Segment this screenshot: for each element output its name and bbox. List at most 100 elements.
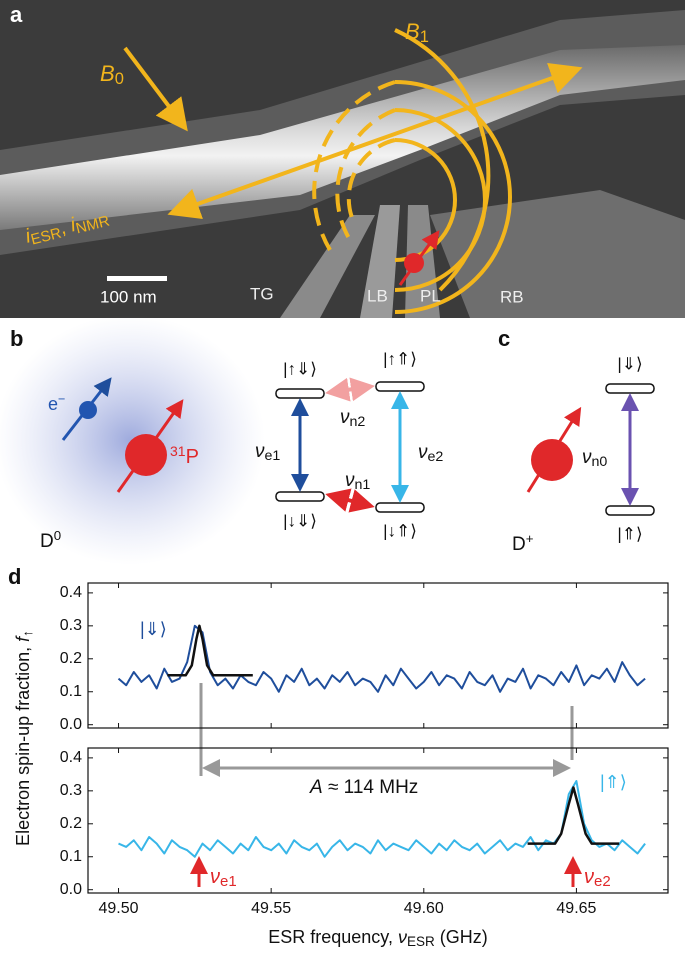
x-tick-label: 49.55 <box>251 900 291 917</box>
x-tick-label: 49.65 <box>556 900 596 917</box>
current-label-part: i <box>23 225 33 248</box>
transition-label-part: ν <box>340 407 350 428</box>
panel-label: b <box>10 326 23 351</box>
y-tick-label: 0.3 <box>60 782 82 799</box>
y-axis-label-part: f <box>13 635 33 642</box>
nucleus <box>531 439 573 481</box>
plot-frame <box>87 747 669 894</box>
y-tick-label: 0.2 <box>60 815 82 832</box>
transition-label-part: ν <box>255 441 265 462</box>
field-lines <box>123 28 583 314</box>
current-label: iESR, iNMR <box>23 206 112 250</box>
x-axis-label-part: ESR <box>407 934 435 949</box>
current-label-part: ESR <box>29 225 63 249</box>
state-label: D0 <box>40 528 61 552</box>
level-label: |⇑⟩ <box>617 524 642 543</box>
splitting-label: A ≈ 114 MHz <box>309 777 418 798</box>
data-line <box>117 624 646 693</box>
y-axis-label-part: Electron spin-up fraction, <box>13 642 33 846</box>
scale-bar-label: 100 nm <box>100 287 157 306</box>
x-axis-label: ESR frequency, νESR (GHz) <box>268 927 488 949</box>
y-tick-label: 0.3 <box>60 617 82 634</box>
transition-label-part: e1 <box>265 448 281 464</box>
transition-label-part: n0 <box>592 454 608 470</box>
transition-label: νn1 <box>345 470 370 493</box>
gate-label: PL <box>420 286 441 305</box>
marker-label-part: e2 <box>594 873 611 890</box>
state-label-part: + <box>526 531 534 546</box>
y-tick-label: 0.0 <box>60 881 82 898</box>
transition-label: νe2 <box>418 442 443 465</box>
y-tick-label: 0.1 <box>60 848 82 865</box>
gate-label: LB <box>367 286 388 305</box>
marker-label: νe1 <box>210 866 237 890</box>
splitting-label-part: A <box>309 777 323 798</box>
nucleus-label-part: P <box>186 446 199 468</box>
level-label: |↓⇓⟩ <box>283 511 317 530</box>
marker-label-part: e1 <box>220 873 237 890</box>
transition-label: νn2 <box>340 407 365 430</box>
transition-arrow <box>325 488 375 513</box>
gate-label: RB <box>500 287 524 306</box>
electron <box>79 401 97 419</box>
x-axis-label-part: ESR frequency, <box>268 927 398 947</box>
series-label: |⇑⟩ <box>600 772 627 792</box>
level-label: |↓⇑⟩ <box>383 521 417 540</box>
field-label: B1 <box>405 19 429 47</box>
field-label-part: 0 <box>115 70 124 88</box>
splitting-label-part: ≈ 114 MHz <box>323 777 419 798</box>
y-axis-label-part: ↑ <box>20 630 35 637</box>
marker-label: νe2 <box>584 866 611 890</box>
transition-label-part: ν <box>418 442 428 463</box>
transition-label: νn0 <box>582 447 607 470</box>
electron-label: e− <box>48 392 65 414</box>
state-label-part: 0 <box>54 528 61 543</box>
transition-label-part: e2 <box>428 449 444 465</box>
field-label-part: B <box>100 61 115 86</box>
state-label-part: D <box>512 534 526 555</box>
transition-label-part: n1 <box>355 477 371 493</box>
transition-label-part: n2 <box>350 414 366 430</box>
panel-label: c <box>498 326 510 351</box>
level-label: |⇓⟩ <box>617 354 642 373</box>
y-tick-label: 0.2 <box>60 650 82 667</box>
field-label-part: B <box>405 19 420 44</box>
nucleus <box>125 434 167 476</box>
fit-line <box>167 624 253 677</box>
y-tick-label: 0.4 <box>60 584 82 601</box>
x-tick-label: 49.60 <box>404 900 444 917</box>
field-label: B0 <box>100 61 124 89</box>
gate-label: TG <box>250 284 274 303</box>
y-tick-label: 0.0 <box>60 716 82 733</box>
spin-arrow <box>398 230 440 286</box>
marker-label-part: ν <box>210 866 220 888</box>
state-label: D+ <box>512 531 534 555</box>
x-tick-label: 49.50 <box>99 900 139 917</box>
splitting <box>199 683 574 777</box>
y-axis-label: Electron spin-up fraction, f↑ <box>13 630 35 846</box>
series-label: |⇓⟩ <box>140 619 167 639</box>
field-label-part: 1 <box>420 28 429 46</box>
state-label-part: D <box>40 531 54 552</box>
x-axis-label-part: (GHz) <box>435 927 488 947</box>
y-tick-label: 0.4 <box>60 749 82 766</box>
current-label-part: , <box>57 215 73 239</box>
fit-line <box>527 786 620 845</box>
transition-label: νe1 <box>255 441 280 464</box>
electron-label-part: − <box>58 392 65 406</box>
current-label-part: i <box>68 214 78 237</box>
transition-arrow <box>325 377 375 402</box>
nucleus-label: 31P <box>170 443 199 468</box>
transition-label-part: ν <box>345 470 355 491</box>
panel-label: a <box>10 2 23 27</box>
micrograph <box>0 0 685 318</box>
panel-label: d <box>8 564 21 589</box>
transition-label-part: ν <box>582 447 592 468</box>
electron-label-part: e <box>48 394 58 414</box>
x-axis-label-part: ν <box>398 927 407 947</box>
level-label: |↑⇑⟩ <box>383 349 417 368</box>
nucleus-label-part: 31 <box>170 443 186 459</box>
levels <box>275 381 655 516</box>
